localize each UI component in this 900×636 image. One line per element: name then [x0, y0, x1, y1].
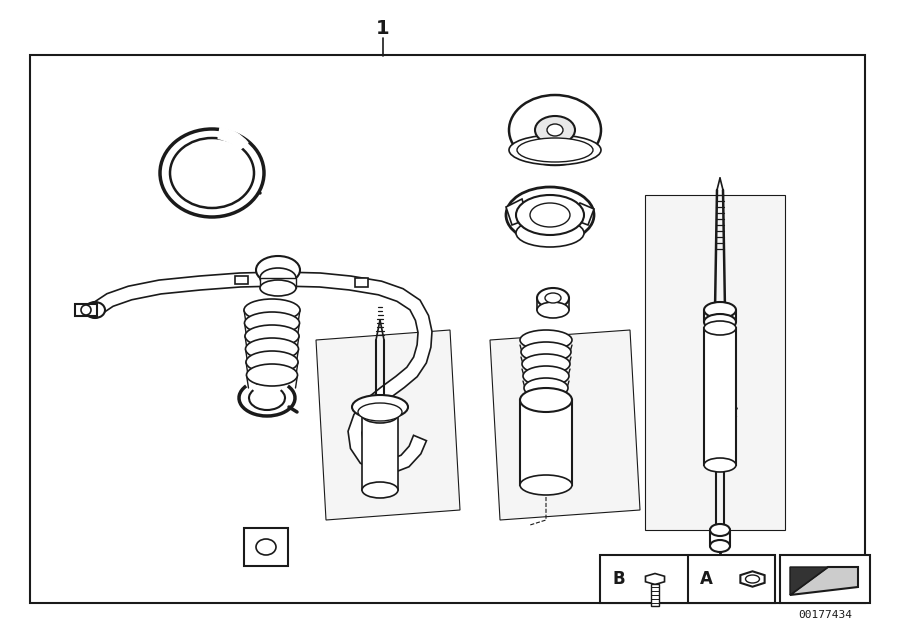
Ellipse shape: [352, 395, 408, 419]
Polygon shape: [572, 203, 594, 225]
Bar: [30, 55, 865, 603]
Ellipse shape: [704, 321, 736, 335]
Ellipse shape: [710, 540, 730, 552]
Ellipse shape: [246, 351, 298, 373]
Ellipse shape: [81, 305, 91, 315]
Ellipse shape: [537, 302, 569, 318]
Ellipse shape: [362, 407, 398, 423]
Polygon shape: [790, 567, 828, 595]
Ellipse shape: [362, 482, 398, 498]
Bar: [704, 328, 736, 465]
Polygon shape: [790, 567, 858, 595]
Ellipse shape: [524, 378, 568, 398]
Bar: [780, 555, 870, 603]
Text: 1: 1: [376, 18, 390, 38]
Ellipse shape: [256, 539, 276, 555]
Ellipse shape: [520, 330, 572, 350]
Ellipse shape: [704, 458, 736, 472]
Polygon shape: [355, 278, 368, 287]
Polygon shape: [91, 272, 432, 473]
Ellipse shape: [244, 299, 300, 321]
Polygon shape: [506, 199, 528, 225]
Ellipse shape: [537, 288, 569, 308]
Bar: [651, 584, 659, 606]
Ellipse shape: [520, 475, 572, 495]
Ellipse shape: [715, 556, 725, 564]
Ellipse shape: [509, 135, 601, 165]
Ellipse shape: [516, 195, 584, 235]
Ellipse shape: [520, 388, 572, 412]
Polygon shape: [316, 330, 460, 520]
Ellipse shape: [530, 203, 570, 227]
Text: B: B: [612, 570, 625, 588]
Wedge shape: [218, 127, 248, 151]
Ellipse shape: [246, 338, 299, 360]
Ellipse shape: [358, 403, 402, 421]
Ellipse shape: [523, 366, 569, 386]
Ellipse shape: [245, 325, 299, 347]
Ellipse shape: [710, 524, 730, 536]
Ellipse shape: [516, 219, 584, 247]
Ellipse shape: [522, 354, 570, 374]
Ellipse shape: [521, 342, 571, 362]
Polygon shape: [490, 330, 640, 520]
Ellipse shape: [509, 95, 601, 165]
Polygon shape: [741, 571, 765, 586]
Ellipse shape: [704, 302, 736, 318]
Ellipse shape: [256, 256, 300, 284]
Ellipse shape: [547, 124, 563, 136]
Ellipse shape: [260, 280, 296, 296]
Ellipse shape: [545, 293, 561, 303]
Text: A: A: [699, 570, 713, 588]
Polygon shape: [80, 306, 95, 314]
Bar: [600, 555, 775, 603]
Ellipse shape: [745, 575, 760, 583]
Ellipse shape: [85, 302, 105, 318]
Bar: [260, 278, 296, 288]
Ellipse shape: [260, 268, 296, 288]
Ellipse shape: [170, 138, 254, 208]
Ellipse shape: [535, 116, 575, 144]
Bar: [520, 400, 572, 485]
Ellipse shape: [245, 312, 300, 334]
Bar: [75, 304, 97, 316]
Ellipse shape: [517, 138, 593, 162]
Ellipse shape: [704, 314, 736, 330]
Bar: [362, 415, 398, 490]
Bar: [244, 528, 288, 566]
Polygon shape: [645, 574, 664, 584]
Text: 00177434: 00177434: [798, 610, 852, 620]
Ellipse shape: [247, 364, 298, 386]
Polygon shape: [235, 276, 248, 284]
Ellipse shape: [160, 129, 264, 217]
Ellipse shape: [506, 187, 594, 243]
Polygon shape: [645, 195, 785, 530]
